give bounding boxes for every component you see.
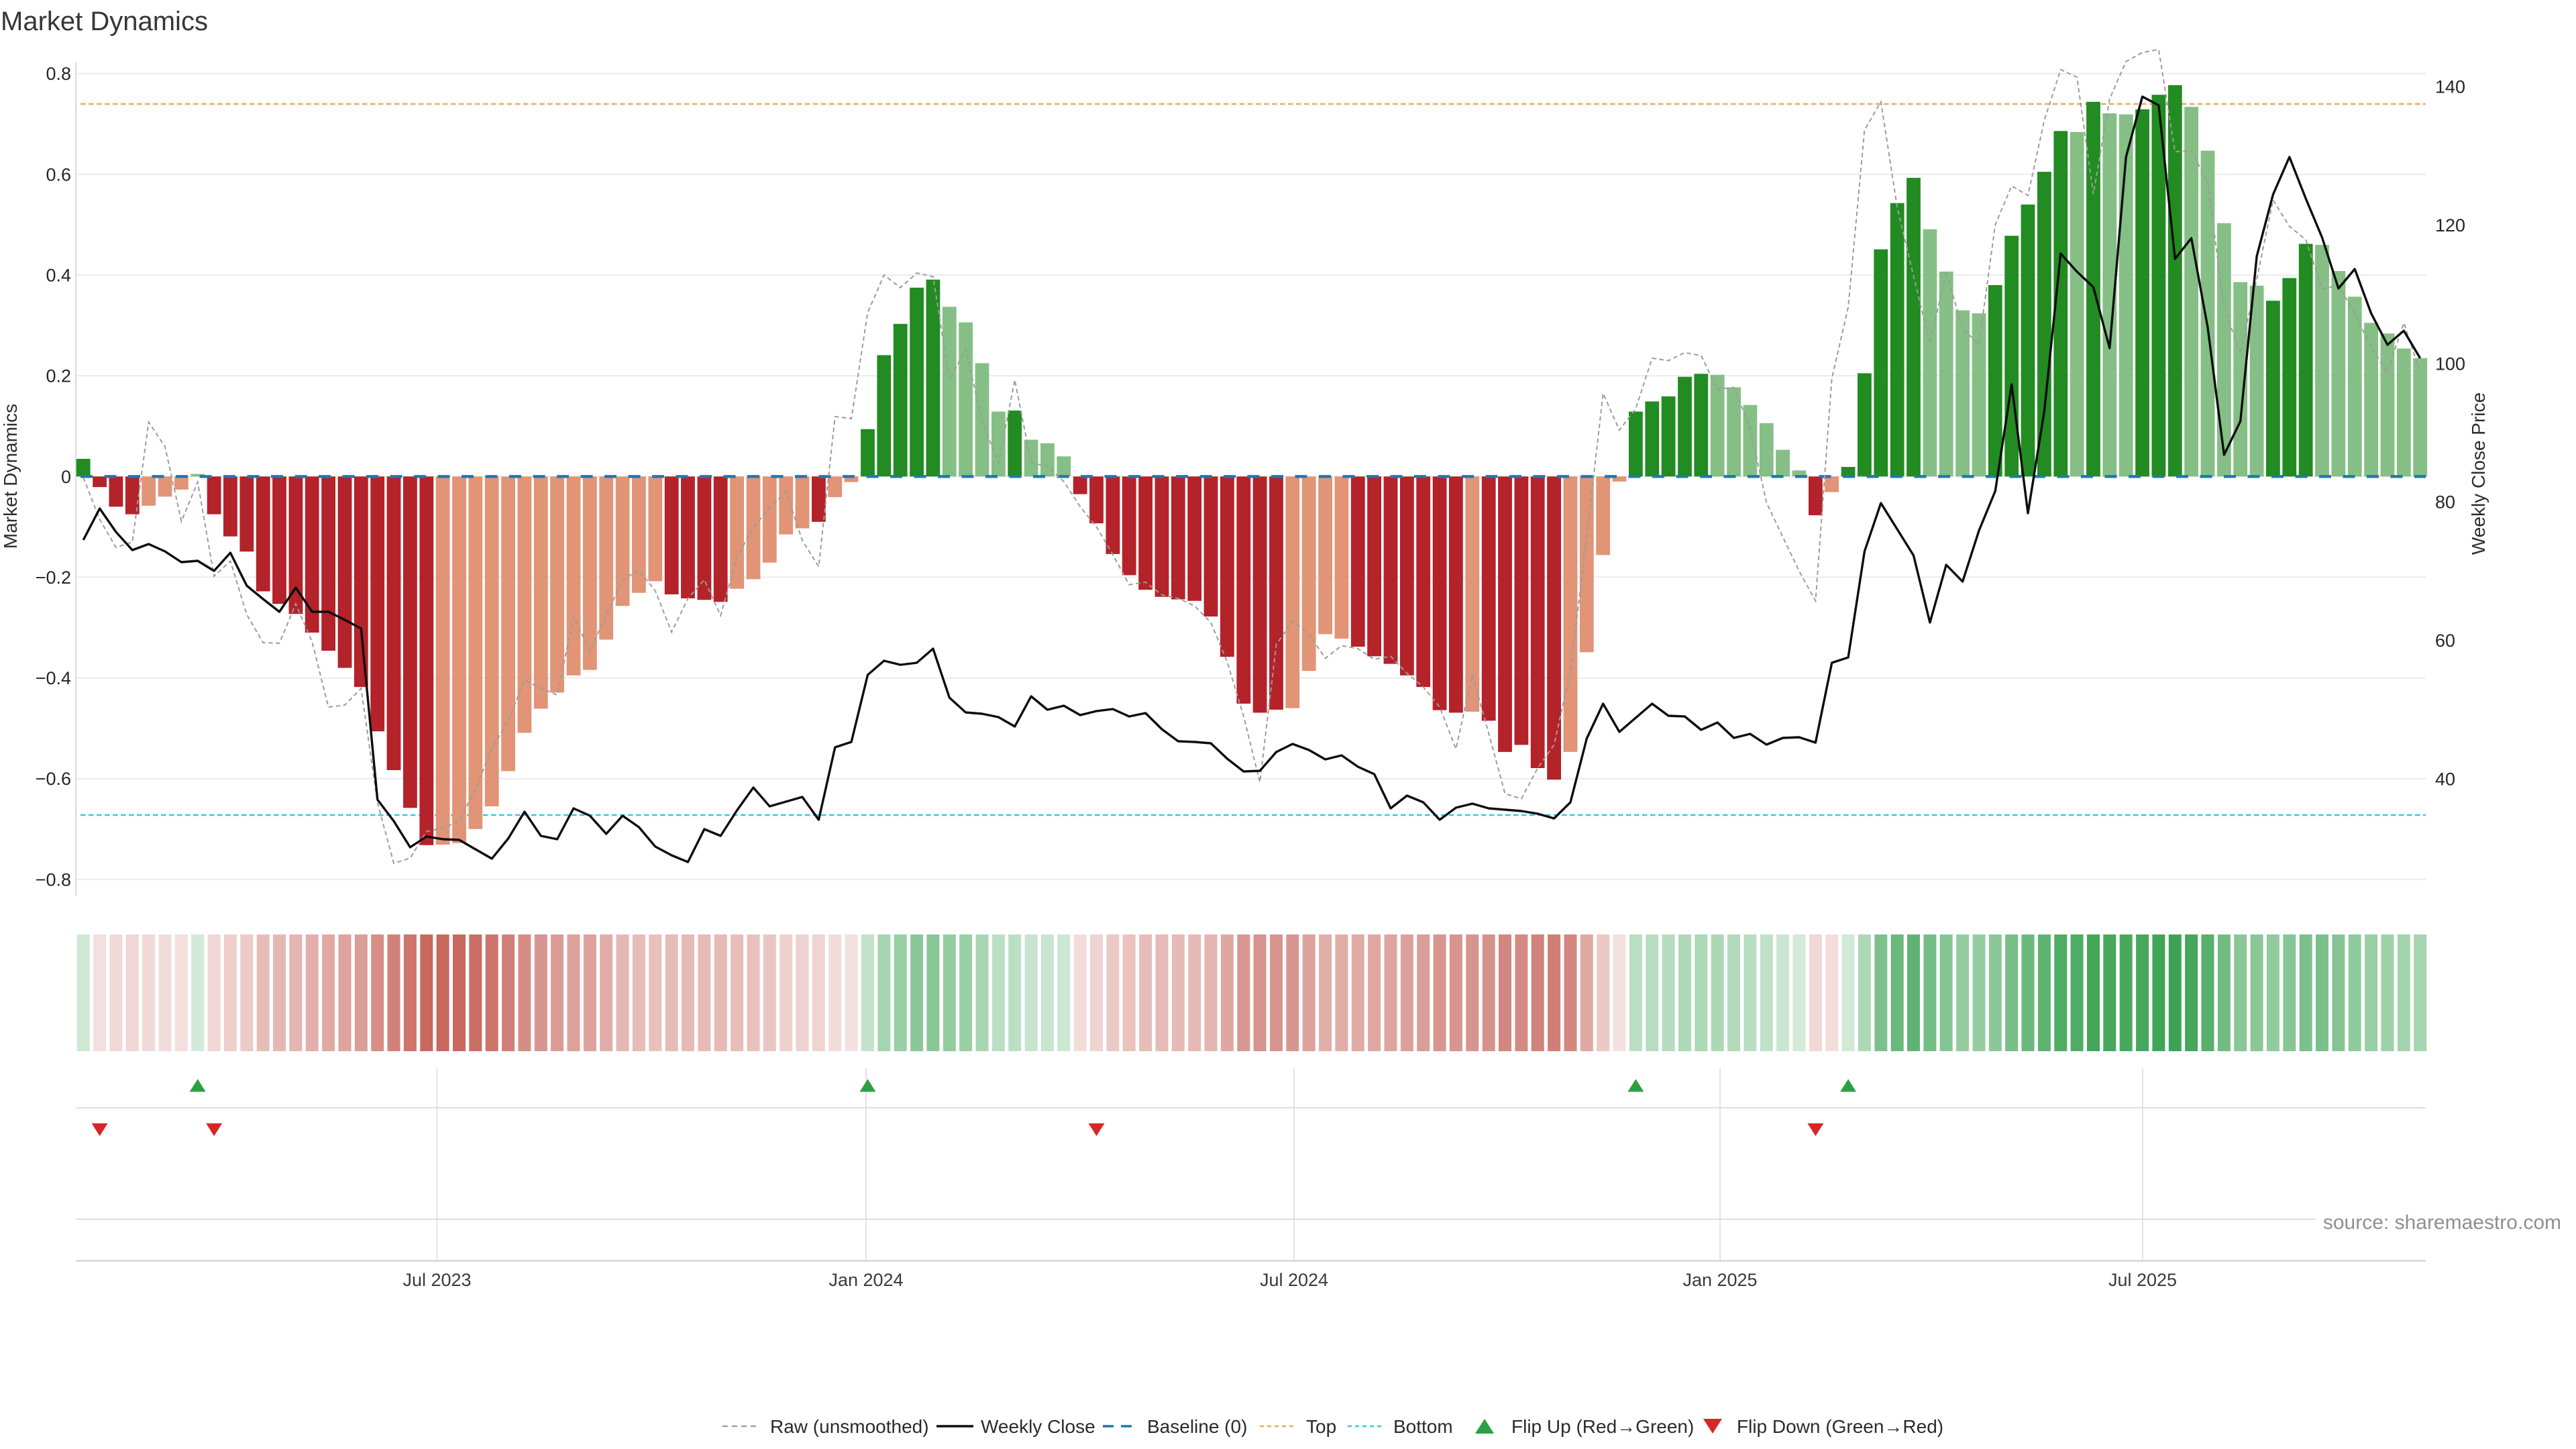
svg-text:Flip Up (Red→Green): Flip Up (Red→Green)	[1511, 1416, 1694, 1437]
svg-text:Flip Down (Green→Red): Flip Down (Green→Red)	[1737, 1416, 1943, 1437]
svg-text:Baseline (0): Baseline (0)	[1147, 1416, 1247, 1437]
svg-text:0.6: 0.6	[46, 164, 71, 184]
svg-text:Jul 2023: Jul 2023	[402, 1270, 471, 1290]
svg-text:−0.2: −0.2	[36, 568, 71, 588]
svg-text:Weekly Close Price: Weekly Close Price	[2468, 392, 2489, 555]
svg-text:Weekly Close: Weekly Close	[981, 1416, 1095, 1437]
svg-text:Raw (unsmoothed): Raw (unsmoothed)	[770, 1416, 929, 1437]
svg-text:−0.4: −0.4	[36, 668, 71, 688]
svg-text:60: 60	[2435, 631, 2455, 651]
svg-text:0.4: 0.4	[46, 266, 71, 286]
svg-text:Jul 2024: Jul 2024	[1260, 1270, 1328, 1290]
svg-text:Market Dynamics: Market Dynamics	[1, 7, 208, 36]
svg-text:100: 100	[2435, 354, 2465, 374]
svg-text:Jul 2025: Jul 2025	[2108, 1270, 2177, 1290]
svg-text:80: 80	[2435, 492, 2455, 513]
svg-text:Top: Top	[1306, 1416, 1336, 1437]
svg-text:140: 140	[2435, 77, 2465, 97]
svg-text:0: 0	[61, 467, 71, 487]
svg-text:Bottom: Bottom	[1393, 1416, 1453, 1437]
svg-text:40: 40	[2435, 769, 2455, 790]
svg-text:source: sharemaestro.com: source: sharemaestro.com	[2323, 1212, 2561, 1234]
svg-text:120: 120	[2435, 215, 2465, 235]
svg-text:Jan 2024: Jan 2024	[828, 1270, 903, 1290]
svg-text:0.8: 0.8	[46, 64, 71, 84]
svg-text:Market Dynamics: Market Dynamics	[0, 404, 21, 549]
svg-text:Jan 2025: Jan 2025	[1682, 1270, 1757, 1290]
svg-text:−0.8: −0.8	[36, 869, 71, 890]
svg-text:−0.6: −0.6	[36, 769, 71, 789]
svg-text:0.2: 0.2	[46, 366, 71, 386]
